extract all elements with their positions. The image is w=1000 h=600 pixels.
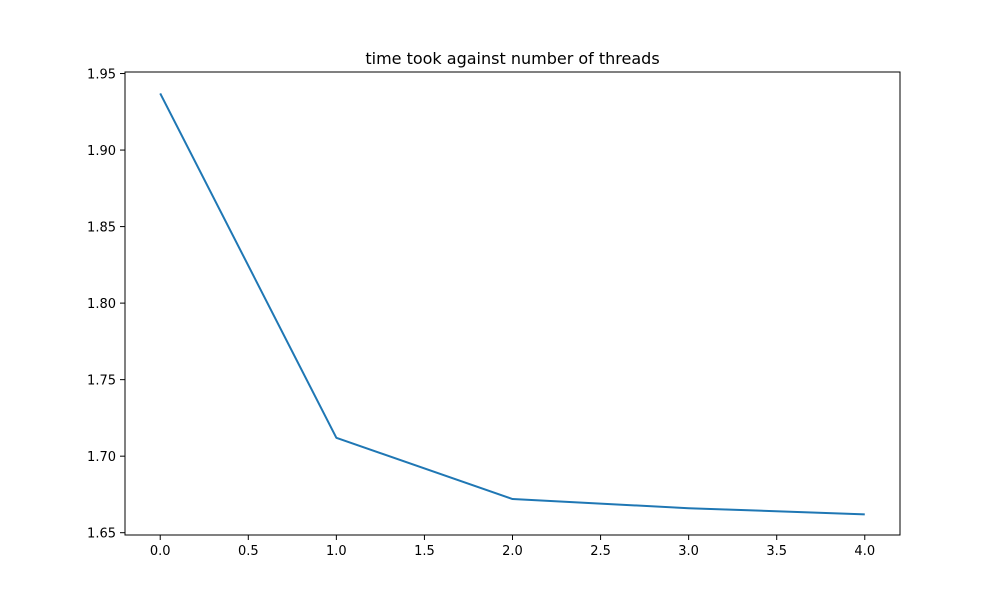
x-tick-label: 1.0 [326,544,347,559]
y-tick-label: 1.85 [87,221,116,236]
x-tick-label: 1.5 [414,544,435,559]
y-tick-label: 1.95 [87,68,116,83]
y-tick-label: 1.65 [87,527,116,542]
y-tick-label: 1.70 [87,450,116,465]
x-tick-label: 3.0 [678,544,699,559]
x-tick-label: 2.5 [590,544,611,559]
x-tick-label: 0.0 [150,544,171,559]
y-tick-label: 1.75 [87,374,116,389]
x-tick-label: 3.5 [766,544,787,559]
y-tick-label: 1.90 [87,144,116,159]
y-tick-label: 1.80 [87,297,116,312]
chart-title: time took against number of threads [365,49,659,68]
x-tick-label: 2.0 [502,544,523,559]
plot-area: 0.0 0.5 1.0 1.5 2.0 2.5 3.0 3.5 4.0 1.65 1.70 1.75 1… [87,68,901,559]
x-tick-label: 0.5 [238,544,259,559]
x-tick-label: 4.0 [854,544,875,559]
